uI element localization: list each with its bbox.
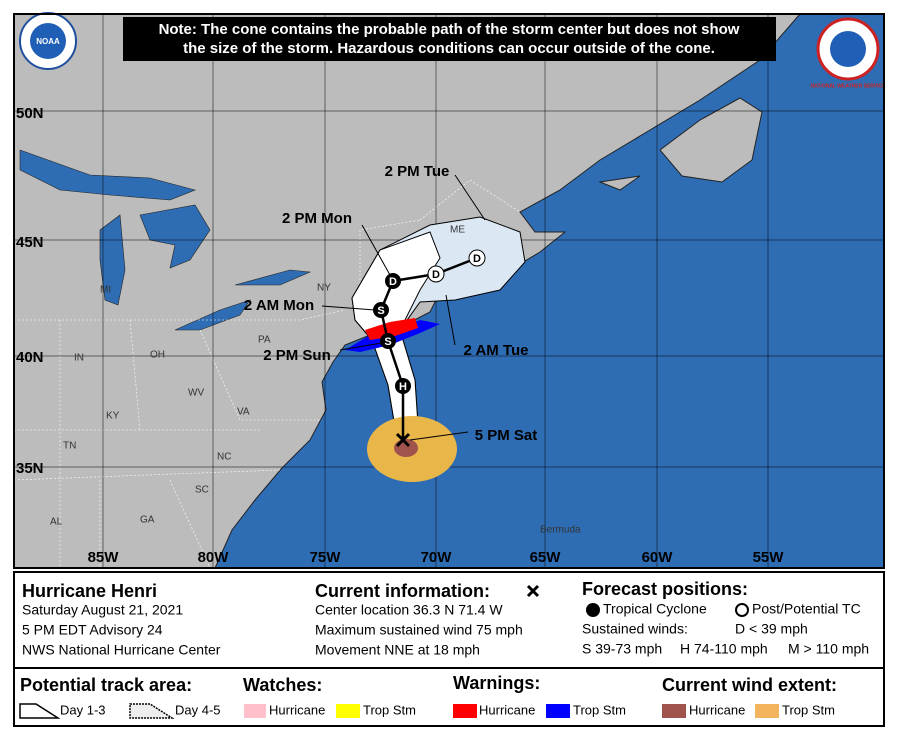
track-symbol: H <box>399 381 407 393</box>
island <box>598 175 641 191</box>
lon-label: 55W <box>753 549 785 566</box>
newfoundland <box>659 97 763 183</box>
day13-swatch <box>19 703 61 719</box>
region-label: TN <box>63 441 76 452</box>
forecast-label: 2 AM Mon <box>244 297 314 314</box>
noaa-logo-inner <box>30 23 66 59</box>
lon-label: 60W <box>642 549 674 566</box>
lat-label: 50N <box>16 105 44 122</box>
forecast-title: Forecast positions: <box>582 579 748 599</box>
region-label: AL <box>50 517 63 528</box>
wind-title: Current wind extent: <box>662 675 837 695</box>
lon-label: 65W <box>530 549 562 566</box>
lon-label: 75W <box>310 549 342 566</box>
lat-label: 40N <box>16 349 44 366</box>
track-title: Potential track area: <box>20 675 192 695</box>
lat-label: 35N <box>16 460 44 477</box>
forecast-label: 2 PM Mon <box>282 210 352 227</box>
forecast-m: M > 110 mph <box>788 641 869 657</box>
note-box <box>123 17 776 61</box>
map-frame <box>13 13 885 569</box>
forecast-label: 2 PM Tue <box>385 163 450 180</box>
region-label: VA <box>237 407 250 418</box>
legend: Hurricane Henri Saturday August 21, 2021… <box>13 571 885 727</box>
nws-logo-inner <box>830 31 866 67</box>
leaders <box>321 174 486 441</box>
current-wind: Maximum sustained wind 75 mph <box>315 622 523 638</box>
forecast-label: 2 PM Sun <box>263 347 331 364</box>
track-symbol: D <box>432 269 440 281</box>
region-label: PA <box>258 335 271 346</box>
forecast-label: 5 PM Sat <box>475 427 538 444</box>
day13-label: Day 1-3 <box>60 702 106 717</box>
ptc-symbol <box>735 603 749 617</box>
warn-hurricane-label: Hurricane <box>479 702 535 717</box>
wind-trop-swatch <box>755 704 779 718</box>
day45-label: Day 4-5 <box>175 702 221 717</box>
track-symbol: S <box>377 305 384 317</box>
current-movement: Movement NNE at 18 mph <box>315 642 480 658</box>
track-symbol: D <box>389 276 397 288</box>
region-label: SC <box>195 485 209 496</box>
wind-hurricane-label: Hurricane <box>689 702 745 717</box>
warnings-title: Warnings: <box>453 673 540 693</box>
watch-hurricane-swatch <box>244 704 266 718</box>
lon-label: 70W <box>421 549 453 566</box>
forecast-label: 2 AM Tue <box>463 342 528 359</box>
forecast-d: D < 39 mph <box>735 621 808 637</box>
storm-date: Saturday August 21, 2021 <box>22 602 183 618</box>
region-label: NY <box>317 283 331 294</box>
note-line: the size of the storm. Hazardous conditi… <box>183 40 715 57</box>
watch-trop-label: Trop Stm <box>363 702 416 717</box>
forecast-sustained: Sustained winds: <box>582 621 688 637</box>
region-label: OH <box>150 350 165 361</box>
day45-swatch <box>129 703 175 719</box>
tc-symbol <box>586 603 600 617</box>
current-center: Center location 36.3 N 71.4 W <box>315 602 503 618</box>
track-points <box>373 249 486 448</box>
region-label: IN <box>74 353 84 364</box>
lon-label: 85W <box>88 549 120 566</box>
region-label: MI <box>100 285 111 296</box>
warn-trop-swatch <box>546 704 570 718</box>
region-label: NC <box>217 452 231 463</box>
forecast-tropical: Tropical Cyclone <box>603 601 707 617</box>
lon-label: 80W <box>198 549 230 566</box>
watch-trop-swatch <box>336 704 360 718</box>
forecast-s: S 39-73 mph <box>582 641 662 657</box>
wind-hurricane-swatch <box>662 704 686 718</box>
lat-label: 45N <box>16 234 44 251</box>
region-label: WV <box>188 388 204 399</box>
note-line: Note: The cone contains the probable pat… <box>159 21 740 38</box>
forecast-post: Post/Potential TC <box>752 601 861 617</box>
noaa-text: NOAA <box>36 37 60 46</box>
track-symbol: D <box>473 253 481 265</box>
warn-trop-label: Trop Stm <box>573 702 626 717</box>
region-label: Bermuda <box>540 525 581 536</box>
hurricane-warning <box>365 318 418 340</box>
borders <box>13 179 521 569</box>
current-x <box>526 584 540 598</box>
watch-hurricane-label: Hurricane <box>269 702 325 717</box>
storm-name: Hurricane Henri <box>22 581 157 601</box>
storm-advisory: 5 PM EDT Advisory 24 <box>22 622 163 638</box>
storm-source: NWS National Hurricane Center <box>22 642 221 658</box>
region-label: ME <box>450 225 465 236</box>
watches-title: Watches: <box>243 675 322 695</box>
great-lakes <box>19 149 312 331</box>
region-label: KY <box>106 411 120 422</box>
nws-text: NATIONAL WEATHER SERVICE <box>811 83 887 89</box>
track-symbol: S <box>384 336 391 348</box>
warn-hurricane-swatch <box>453 704 477 718</box>
region-label: GA <box>140 515 155 526</box>
forecast-h: H 74-110 mph <box>680 641 768 657</box>
current-title: Current information: <box>315 581 490 601</box>
wind-trop-label: Trop Stm <box>782 702 835 717</box>
map: H S S D D D 50N 45N 40N 35N 85W 80W 75W … <box>13 12 887 569</box>
